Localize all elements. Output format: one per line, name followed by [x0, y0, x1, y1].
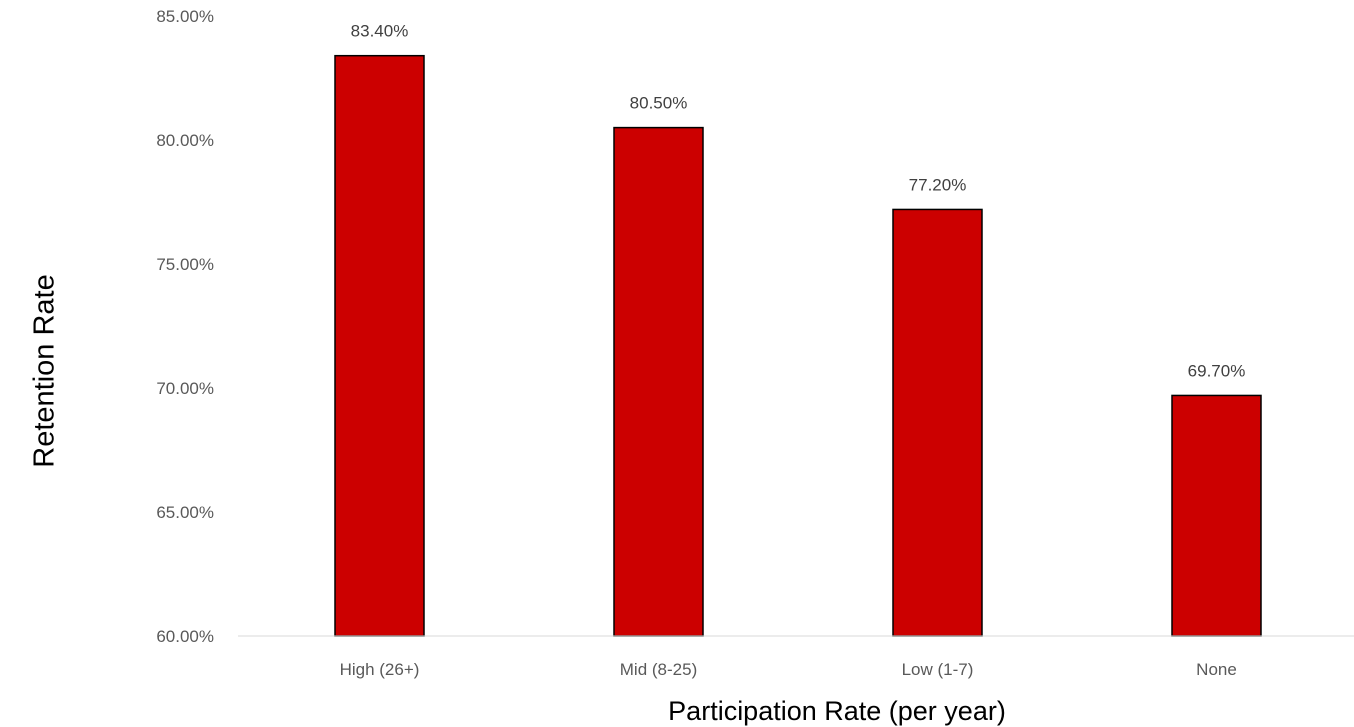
- y-tick-label: 80.00%: [156, 131, 214, 150]
- data-label: 80.50%: [630, 94, 688, 113]
- y-tick-label: 65.00%: [156, 503, 214, 522]
- bar: [613, 126, 704, 637]
- data-labels: 83.40% 80.50% 77.20% 69.70%: [351, 22, 1246, 381]
- y-axis-title: Retention Rate: [29, 274, 61, 467]
- data-label: 69.70%: [1188, 361, 1246, 380]
- bar: [892, 208, 983, 637]
- x-tick-label: High (26+): [340, 660, 420, 679]
- x-tick-label: None: [1196, 660, 1237, 679]
- y-tick-label: 70.00%: [156, 379, 214, 398]
- y-axis-ticks: 60.00% 65.00% 70.00% 75.00% 80.00% 85.00%: [156, 7, 214, 646]
- bar: [334, 54, 425, 637]
- x-tick-label: Low (1-7): [902, 660, 974, 679]
- y-tick-label: 85.00%: [156, 7, 214, 26]
- bars: [334, 54, 1262, 637]
- x-tick-label: Mid (8-25): [620, 660, 697, 679]
- data-label: 77.20%: [909, 175, 967, 194]
- y-tick-label: 60.00%: [156, 627, 214, 646]
- x-axis-title: Participation Rate (per year): [668, 696, 1006, 726]
- y-tick-label: 75.00%: [156, 255, 214, 274]
- bar: [1171, 394, 1262, 637]
- data-label: 83.40%: [351, 22, 409, 41]
- x-axis-ticks: High (26+) Mid (8-25) Low (1-7) None: [340, 660, 1237, 679]
